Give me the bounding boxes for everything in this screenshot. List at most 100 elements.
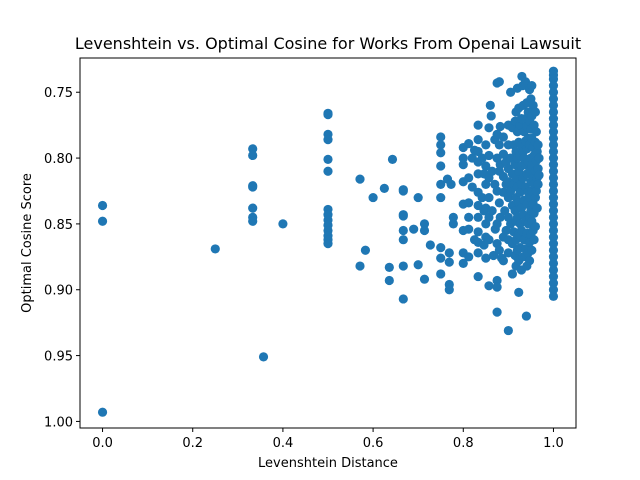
scatter-point	[444, 248, 454, 258]
scatter-point	[495, 121, 505, 132]
scatter-point	[548, 258, 559, 269]
scatter-point	[419, 225, 430, 236]
y-tick-label: 0.85	[44, 218, 73, 233]
scatter-point	[548, 179, 559, 190]
scatter-point	[530, 107, 541, 117]
scatter-point	[436, 253, 446, 263]
scatter-point	[494, 77, 504, 87]
scatter-point	[458, 153, 468, 163]
scatter-point	[548, 239, 559, 249]
scatter-point	[436, 161, 446, 171]
scatter-point	[548, 107, 559, 117]
scatter-point	[531, 127, 541, 137]
scatter-point	[495, 212, 505, 222]
scatter-point	[398, 235, 408, 245]
scatter-point	[97, 200, 108, 211]
scatter-point	[444, 285, 454, 295]
x-tick-label: 0.4	[273, 436, 294, 451]
scatter-point	[248, 144, 258, 154]
scatter-point	[484, 150, 494, 161]
scatter-point	[323, 154, 333, 164]
scatter-point	[494, 140, 504, 150]
scatter-point	[485, 100, 495, 110]
scatter-point	[484, 235, 494, 245]
scatter-point	[467, 182, 477, 192]
scatter-point	[413, 192, 423, 203]
scatter-point	[506, 153, 516, 163]
scatter-point	[492, 282, 502, 292]
scatter-point	[398, 294, 408, 304]
scatter-point	[360, 245, 371, 255]
scatter-point	[97, 407, 108, 417]
scatter-point	[444, 257, 454, 267]
scatter-point	[501, 225, 511, 236]
scatter-point	[446, 179, 456, 190]
scatter-point	[506, 87, 516, 97]
scatter-point	[548, 146, 559, 157]
scatter-point	[323, 166, 333, 176]
scatter-point	[548, 225, 559, 236]
scatter-point	[548, 160, 559, 170]
scatter-point	[527, 81, 537, 91]
scatter-point	[548, 133, 559, 143]
scatter-point	[481, 140, 491, 150]
scatter-point	[548, 291, 559, 301]
y-tick-label: 0.95	[44, 350, 73, 365]
scatter-point	[548, 212, 559, 222]
scatter-point	[413, 260, 423, 270]
scatter-point	[548, 140, 559, 150]
scatter-point	[97, 216, 108, 226]
scatter-point	[384, 275, 394, 286]
scatter-point	[548, 232, 559, 242]
scatter-point	[473, 227, 483, 237]
scatter-point	[548, 245, 559, 255]
scatter-point	[409, 224, 419, 234]
scatter-point	[548, 127, 559, 137]
scatter-point	[527, 245, 537, 255]
scatter-point	[514, 287, 524, 297]
scatter-point	[548, 192, 559, 203]
y-tick-label: 1.00	[44, 415, 73, 430]
scatter-point	[548, 94, 559, 104]
scatter-point	[473, 120, 483, 130]
scatter-point	[534, 170, 544, 180]
scatter-point	[487, 206, 497, 216]
scatter-point	[419, 274, 430, 284]
scatter-point	[436, 269, 446, 279]
scatter-point	[533, 140, 543, 150]
scatter-point	[419, 219, 430, 229]
scatter-point	[436, 243, 446, 253]
scatter-point	[481, 253, 491, 263]
scatter-point	[258, 352, 269, 362]
scatter-point	[248, 150, 258, 161]
scatter-point	[464, 138, 474, 149]
scatter-point	[492, 307, 502, 317]
scatter-point	[548, 173, 559, 183]
scatter-point	[398, 261, 408, 271]
scatter-point	[492, 275, 502, 286]
scatter-point	[464, 212, 474, 222]
scatter-point	[534, 153, 544, 163]
scatter-point	[484, 123, 494, 133]
scatter-point	[473, 200, 483, 211]
scatter-point	[498, 256, 508, 266]
scatter-point	[387, 154, 398, 164]
scatter-point	[379, 183, 389, 193]
scatter-point	[548, 271, 559, 282]
scatter-point	[548, 252, 559, 262]
scatter-point	[548, 166, 559, 176]
scatter-point	[448, 212, 458, 222]
scatter-point	[436, 140, 446, 150]
scatter-point	[548, 206, 559, 216]
scatter-point	[498, 132, 508, 142]
x-tick-label: 0.8	[453, 436, 474, 451]
y-tick-label: 0.75	[44, 86, 73, 101]
scatter-point	[530, 221, 541, 232]
scatter-point	[548, 74, 559, 84]
scatter-point	[398, 225, 408, 236]
scatter-point	[529, 235, 539, 245]
scatter-point	[494, 245, 504, 255]
scatter-point	[473, 146, 483, 157]
